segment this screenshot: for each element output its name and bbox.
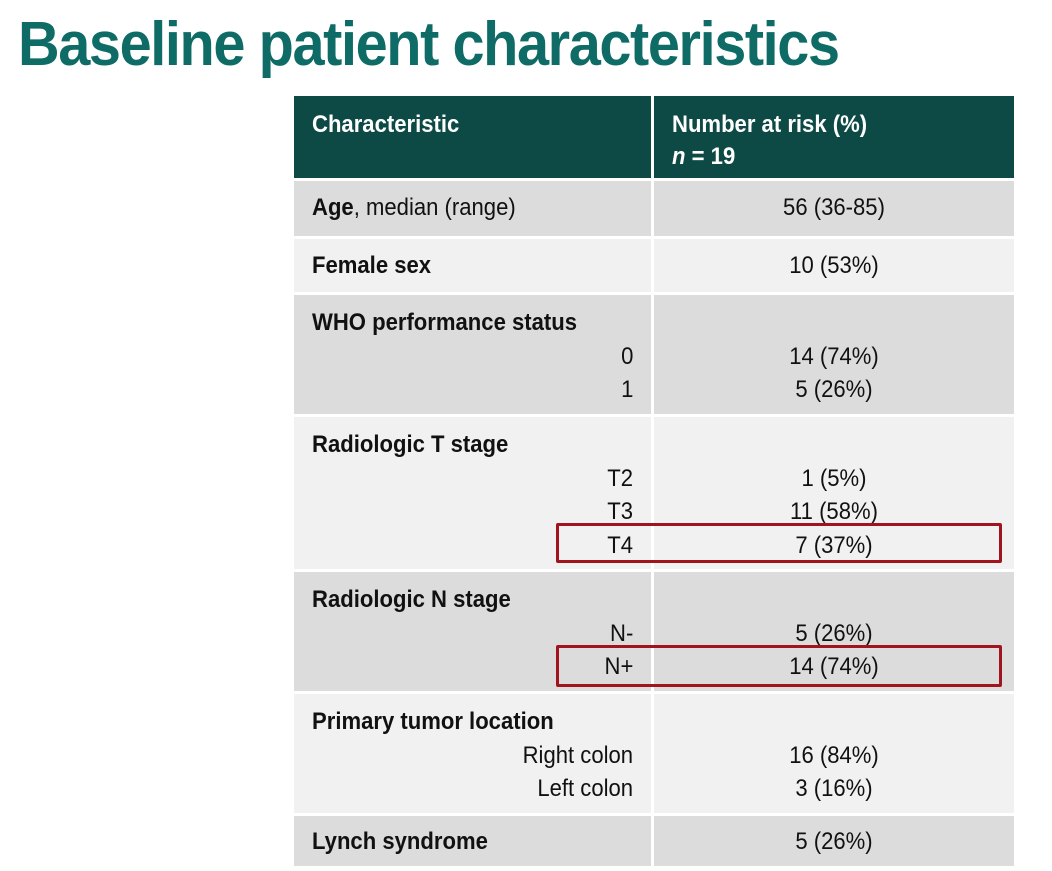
nstage-sub-pos: N+ [604,653,633,680]
age-label-rest: , median (range) [353,194,516,221]
age-label-bold: Age [312,194,354,221]
age-value-cell: 56 (36-85) [654,181,1014,236]
location-value-right: 16 (84%) [789,742,879,769]
table-row-lynch: Lynch syndrome 5 (26%) [294,816,1014,866]
table-row-who: WHO performance status 0 1 14 (74%) 5 (2… [294,295,1014,417]
age-value: 56 (36-85) [783,194,885,221]
table-row-location: Primary tumor location Right colon Left … [294,694,1014,816]
header-cell-number: Number at risk (%) n = 19 [654,96,1014,178]
tstage-value-t3: 11 (58%) [790,498,878,525]
who-sub-0: 0 [620,343,633,370]
location-value-cell: 16 (84%) 3 (16%) [654,694,1014,813]
tstage-sub-t2: T2 [607,465,633,492]
location-sub-right: Right colon [522,742,633,769]
tstage-label: Radiologic T stage [312,431,509,458]
who-value-cell: 14 (74%) 5 (26%) [654,295,1014,414]
age-label: Age, median (range) [312,196,516,220]
header-n: n = 19 [672,145,735,169]
female-value-cell: 10 (53%) [654,239,1014,292]
tstage-value-t2: 1 (5%) [801,465,867,492]
nstage-label-cell: Radiologic N stage N- N+ [294,572,654,691]
table-header-row: Characteristic Number at risk (%) n = 19 [294,96,1014,181]
location-sub-left: Left colon [537,775,633,802]
age-label-cell: Age, median (range) [294,181,654,236]
header-number-at-risk: Number at risk (%) [672,111,868,138]
tstage-sub-t3: T3 [607,498,633,525]
who-sub-1: 1 [620,376,633,403]
location-label-cell: Primary tumor location Right colon Left … [294,694,654,813]
baseline-table: Characteristic Number at risk (%) n = 19… [294,96,1014,866]
table-row-female: Female sex 10 (53%) [294,239,1014,295]
lynch-label-cell: Lynch syndrome [294,816,654,866]
tstage-sub-t4: T4 [607,532,633,559]
tstage-value-cell: 1 (5%) 11 (58%) 7 (37%) [654,417,1014,569]
who-value-1: 5 (26%) [795,376,873,403]
header-characteristic: Characteristic [312,111,460,138]
header-n-value: = 19 [685,143,736,170]
table-row-tstage: Radiologic T stage T2 T3 T4 1 (5%) 11 (5… [294,417,1014,572]
lynch-value-cell: 5 (26%) [654,816,1014,866]
lynch-value: 5 (26%) [795,828,873,855]
header-cell-characteristic: Characteristic [294,96,654,178]
location-value-left: 3 (16%) [795,775,873,802]
nstage-value-pos: 14 (74%) [789,653,879,680]
female-value: 10 (53%) [789,252,879,279]
header-n-label: n [672,143,686,170]
who-value-0: 14 (74%) [789,343,879,370]
female-label-cell: Female sex [294,239,654,292]
nstage-value-neg: 5 (26%) [795,620,873,647]
tstage-label-cell: Radiologic T stage T2 T3 T4 [294,417,654,569]
who-label: WHO performance status [312,309,578,336]
t4-highlight-box [556,523,1002,563]
who-label-cell: WHO performance status 0 1 [294,295,654,414]
nstage-sub-neg: N- [609,620,633,647]
lynch-label: Lynch syndrome [312,828,488,855]
nstage-label: Radiologic N stage [312,586,511,613]
location-label: Primary tumor location [312,708,554,735]
table-row-age: Age, median (range) 56 (36-85) [294,181,1014,239]
nstage-value-cell: 5 (26%) 14 (74%) [654,572,1014,691]
table-row-nstage: Radiologic N stage N- N+ 5 (26%) 14 (74%… [294,572,1014,694]
tstage-value-t4: 7 (37%) [795,532,873,559]
n-plus-highlight-box [556,645,1002,687]
female-label: Female sex [312,252,432,279]
slide-title: Baseline patient characteristics [18,10,840,79]
